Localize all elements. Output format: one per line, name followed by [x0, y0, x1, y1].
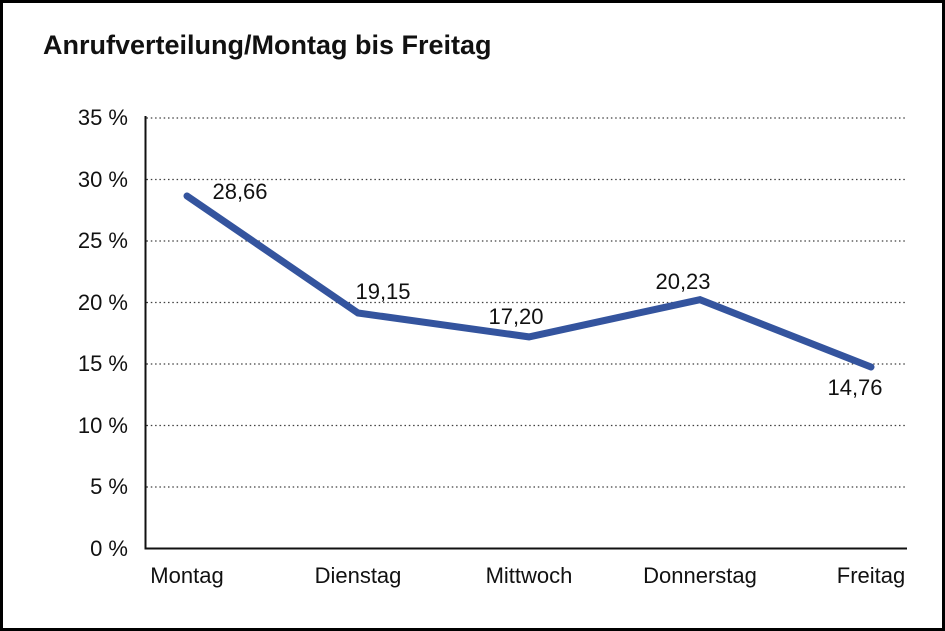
x-axis-category-label: Montag [150, 563, 224, 588]
data-point-label-dienstag: 19,15 [355, 278, 411, 304]
series-line-anrufverteilung [183, 192, 875, 371]
data-point-label-montag: 28,66 [212, 178, 268, 204]
y-axis-tick-label: 35 % [77, 105, 128, 130]
data-point-label-donnerstag: 20,23 [655, 268, 711, 294]
y-axis-tick-label: 0 % [90, 535, 128, 561]
x-axis-category-label: Mittwoch [485, 563, 573, 588]
y-axis-tick-label: 10 % [77, 412, 128, 438]
x-axis-category-label: Donnerstag [643, 563, 757, 588]
y-axis-tick-label: 20 % [77, 289, 128, 315]
y-axis-tick-label: 15 % [77, 351, 128, 376]
chart-title: Anrufverteilung/Montag bis Freitag [43, 30, 492, 60]
y-axis-tick-label: 30 % [77, 166, 128, 192]
x-axis-category-label: Dienstag [314, 563, 402, 588]
x-axis-category-label: Freitag [836, 563, 906, 588]
data-point-label-mittwoch: 17,20 [488, 303, 544, 329]
y-axis-tick-label: 25 % [77, 228, 128, 253]
y-axis-tick-label: 5 % [90, 474, 128, 499]
data-point-label-freitag: 14,76 [827, 374, 883, 400]
